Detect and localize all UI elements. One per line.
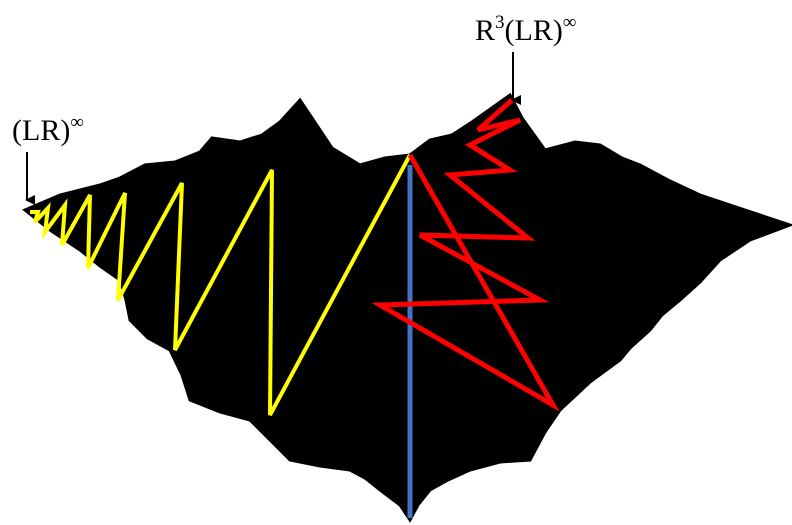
diagram: (LR)∞ R3(LR)∞: [0, 0, 792, 525]
label-sup: ∞: [563, 12, 577, 33]
label-text: (LR): [505, 14, 563, 47]
label: R3(LR)∞: [475, 12, 576, 47]
label-text: (LR): [12, 114, 70, 147]
label-sup: ∞: [70, 112, 84, 133]
label-text: R: [475, 14, 495, 47]
label: (LR)∞: [12, 112, 84, 147]
label-sup: 3: [495, 12, 505, 33]
